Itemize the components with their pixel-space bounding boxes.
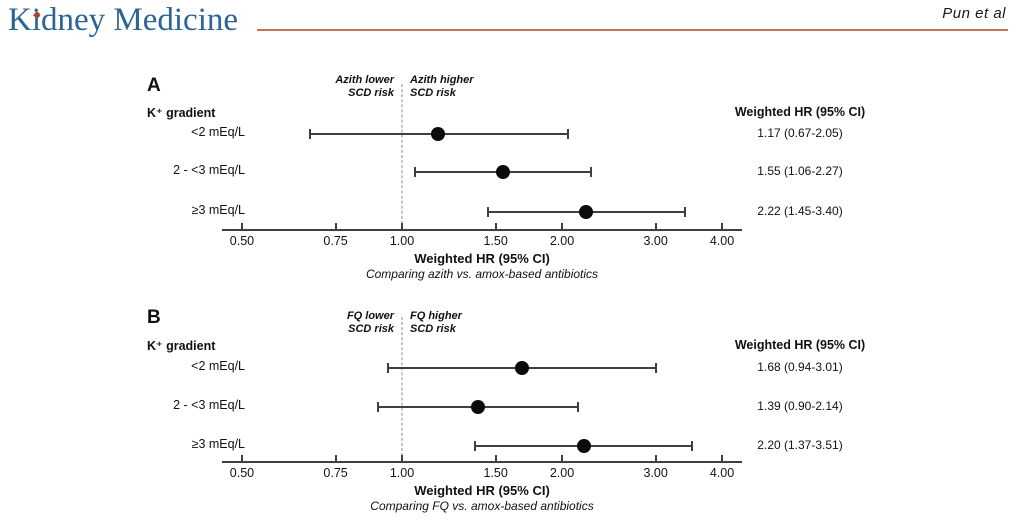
- reference-line: [401, 317, 403, 461]
- reference-line: [401, 84, 403, 229]
- hr-point: [496, 165, 511, 179]
- axis-tick: [334, 455, 337, 461]
- axis-tick: [561, 223, 564, 229]
- axis-tick-label: 0.75: [323, 466, 348, 480]
- row-label: ≥3 mEq/L: [191, 437, 245, 451]
- ci-cap-high: [590, 167, 593, 177]
- axis-tick: [494, 223, 497, 229]
- x-axis-title: Weighted HR (95% CI): [414, 251, 550, 266]
- journal-logo: Kidney Medicine: [8, 2, 239, 38]
- axis-tick: [721, 223, 724, 229]
- axis-tick: [401, 223, 403, 229]
- ci-cap-low: [473, 441, 476, 451]
- hr-value: 1.39 (0.90-2.14): [757, 399, 843, 413]
- right-annotation: FQ higher SCD risk: [410, 310, 462, 335]
- hr-point: [514, 361, 529, 375]
- row-label: ≥3 mEq/L: [191, 203, 245, 217]
- group-label: K⁺ gradient: [147, 339, 216, 353]
- ci-cap-low: [486, 207, 489, 217]
- hr-value: 2.22 (1.45-3.40): [757, 204, 843, 218]
- hr-column-header: Weighted HR (95% CI): [734, 105, 866, 119]
- row-label: 2 - <3 mEq/L: [173, 398, 245, 412]
- panel-label: B: [147, 307, 161, 328]
- axis-tick: [240, 455, 243, 461]
- axis-tick: [654, 223, 657, 229]
- axis-tick: [494, 455, 497, 461]
- axis-tick-label: 4.00: [709, 234, 735, 248]
- x-axis: [222, 229, 742, 231]
- axis-tick-label: 0.75: [323, 234, 348, 248]
- row-label: <2 mEq/L: [191, 125, 245, 139]
- ci-cap-high: [576, 402, 579, 412]
- hr-value: 2.20 (1.37-3.51): [757, 438, 843, 452]
- group-label: K⁺ gradient: [147, 106, 216, 120]
- axis-tick-label: 0.50: [229, 466, 255, 480]
- hr-value: 1.17 (0.67-2.05): [757, 126, 843, 140]
- hr-point: [431, 127, 446, 141]
- axis-tick-label: 4.00: [709, 466, 735, 480]
- ci-cap-low: [376, 402, 379, 412]
- axis-tick-label: 1.00: [389, 466, 415, 480]
- row-label: <2 mEq/L: [191, 359, 245, 373]
- hr-point: [577, 439, 592, 453]
- axis-tick-label: 1.50: [483, 234, 508, 248]
- axis-tick: [401, 455, 403, 461]
- masthead-rule: [257, 29, 1008, 31]
- x-axis-title: Weighted HR (95% CI): [414, 483, 550, 498]
- x-axis-subtitle: Comparing azith vs. amox-based antibioti…: [365, 267, 599, 281]
- left-annotation: Azith lower SCD risk: [335, 74, 394, 99]
- axis-tick-label: 1.50: [483, 466, 508, 480]
- x-axis-subtitle: Comparing FQ vs. amox-based antibiotics: [370, 499, 594, 513]
- right-annotation: Azith higher SCD risk: [410, 74, 474, 99]
- axis-tick: [334, 223, 337, 229]
- left-annotation: FQ lower SCD risk: [346, 310, 394, 335]
- axis-tick: [561, 455, 564, 461]
- axis-tick-label: 2.00: [549, 466, 575, 480]
- axis-tick-label: 3.00: [643, 466, 668, 480]
- hr-point: [471, 400, 486, 414]
- ci-cap-high: [655, 363, 658, 373]
- hr-value: 1.55 (1.06-2.27): [757, 164, 843, 178]
- hr-point: [579, 205, 594, 219]
- ci-cap-high: [690, 441, 693, 451]
- ci-cap-low: [414, 167, 417, 177]
- row-label: 2 - <3 mEq/L: [173, 163, 245, 177]
- panel-label: A: [147, 75, 161, 96]
- axis-tick: [721, 455, 724, 461]
- axis-tick: [654, 455, 657, 461]
- ci-cap-high: [683, 207, 686, 217]
- axis-tick-label: 2.00: [549, 234, 575, 248]
- attribution: Pun et al: [942, 5, 1006, 22]
- x-axis: [222, 461, 742, 463]
- ci-cap-low: [386, 363, 389, 373]
- ci-cap-high: [566, 129, 569, 139]
- axis-tick-label: 1.00: [389, 234, 415, 248]
- ci-cap-low: [308, 129, 311, 139]
- axis-tick-label: 0.50: [229, 234, 255, 248]
- axis-tick-label: 3.00: [643, 234, 668, 248]
- hr-column-header: Weighted HR (95% CI): [734, 338, 866, 352]
- logo-i-dot-icon: [34, 12, 40, 18]
- hr-value: 1.68 (0.94-3.01): [757, 360, 843, 374]
- axis-tick: [240, 223, 243, 229]
